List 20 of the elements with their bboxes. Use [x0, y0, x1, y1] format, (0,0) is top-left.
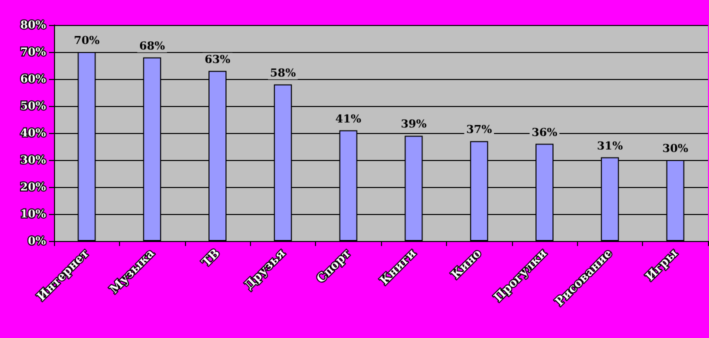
y-tick-label: 40%: [20, 126, 47, 140]
data-label: 39%: [400, 118, 428, 131]
data-label: 68%: [139, 39, 166, 52]
data-label: 36%: [532, 126, 558, 139]
data-label: 37%: [466, 123, 493, 136]
x-tick-label: ТВ: [199, 246, 222, 270]
data-label: 41%: [335, 112, 362, 126]
y-tick-label: 10%: [20, 208, 47, 220]
y-tick-label: 60%: [20, 72, 47, 86]
data-label: 63%: [204, 52, 231, 66]
data-label: 30%: [662, 142, 689, 155]
y-tick-label: 20%: [20, 180, 47, 194]
y-tick-label: 0%: [28, 234, 47, 248]
y-tick-label: 30%: [20, 154, 47, 166]
data-label: 31%: [597, 139, 624, 152]
data-label: 70%: [74, 34, 100, 47]
y-tick-label: 70%: [20, 46, 47, 58]
data-label: 58%: [270, 66, 296, 80]
y-tick-label: 50%: [20, 100, 47, 112]
y-tick-label: 80%: [20, 18, 47, 32]
